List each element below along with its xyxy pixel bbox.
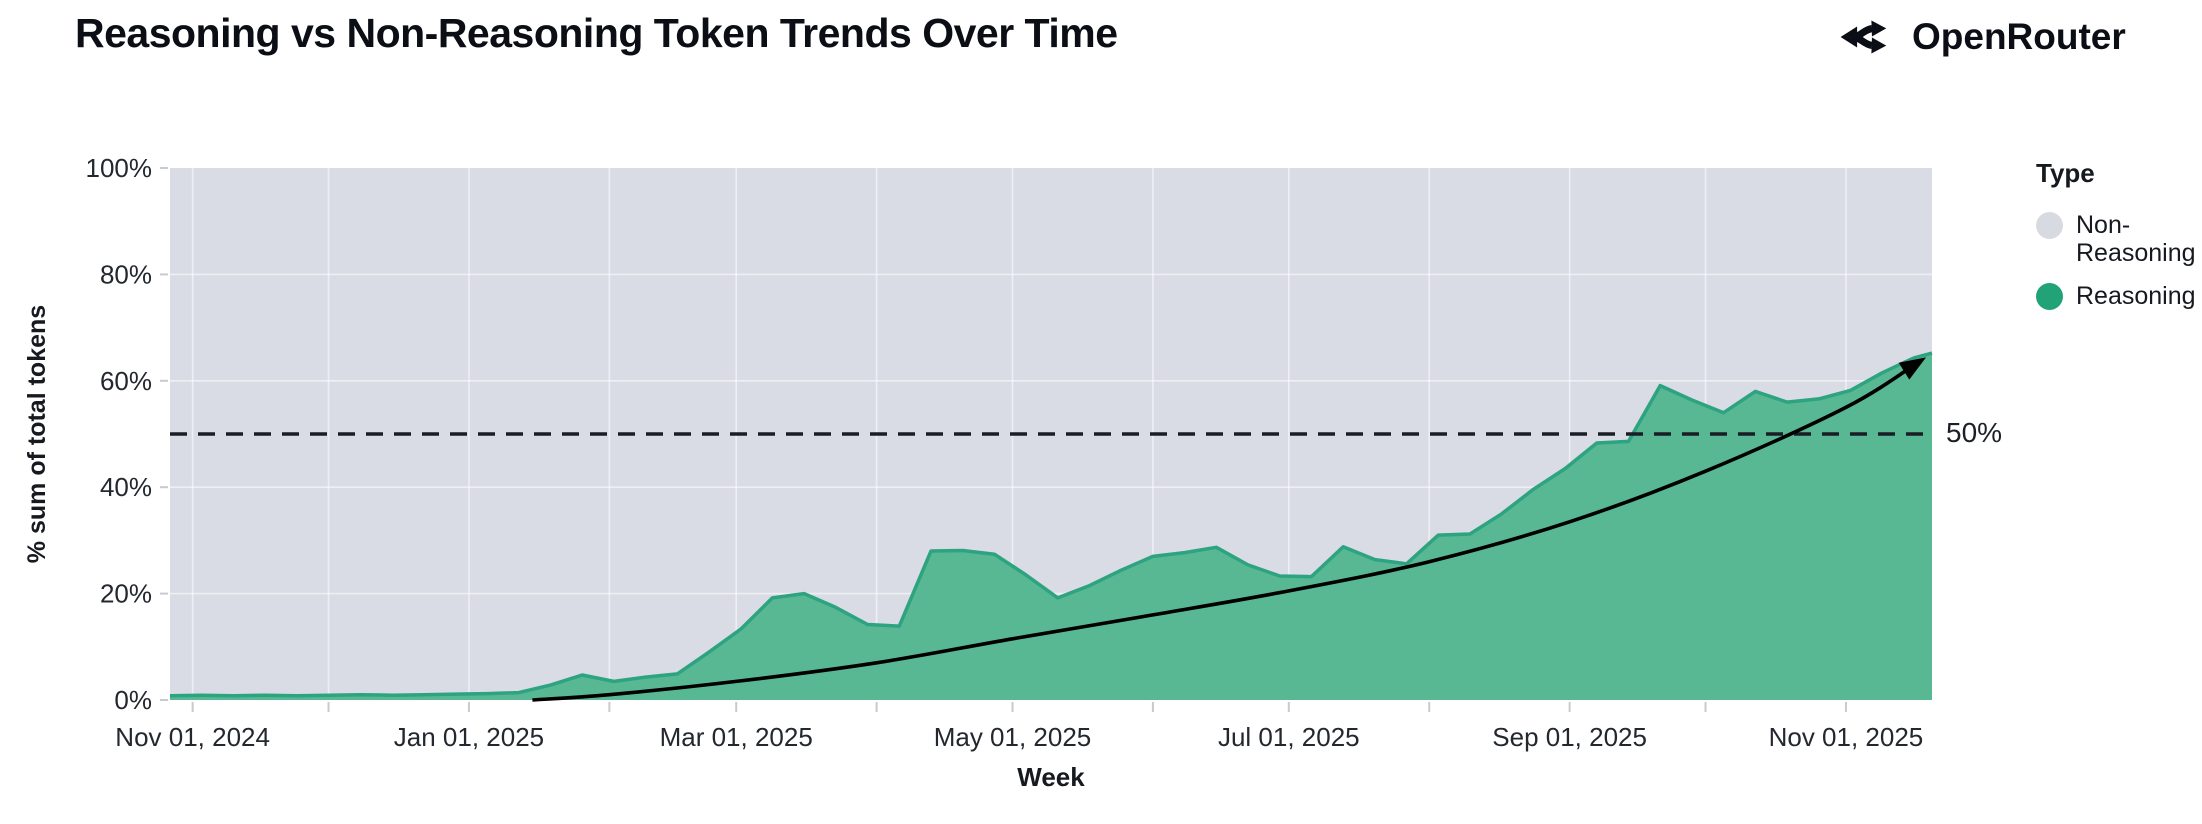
y-tick-label: 20%	[100, 579, 152, 609]
trend-line	[532, 360, 1920, 702]
x-tick-label: Nov 01, 2024	[115, 722, 270, 752]
x-tick-label: Jul 01, 2025	[1218, 722, 1360, 752]
y-tick-label: 80%	[100, 259, 152, 289]
x-axis-title: Week	[1017, 762, 1085, 792]
brand-logo: OpenRouter	[1838, 6, 2126, 68]
x-tick-label: May 01, 2025	[934, 722, 1092, 752]
y-tick-label: 40%	[100, 472, 152, 502]
page-title: Reasoning vs Non-Reasoning Token Trends …	[75, 10, 1118, 56]
legend-item-non-reasoning[interactable]: Non-Reasoning	[2036, 211, 2196, 267]
legend-swatch-non-reasoning-icon	[2036, 212, 2063, 239]
legend-swatch-reasoning-icon	[2036, 283, 2063, 310]
legend-label-reasoning: Reasoning	[2076, 282, 2196, 310]
x-tick-label: Nov 01, 2025	[1769, 722, 1924, 752]
brand-name: OpenRouter	[1912, 16, 2126, 57]
y-axis-title: % sum of total tokens	[23, 304, 51, 564]
openrouter-logo-icon	[1840, 20, 1887, 54]
y-tick-label: 100%	[86, 153, 153, 183]
legend-title: Type	[2036, 158, 2095, 188]
legend-item-reasoning[interactable]: Reasoning	[2036, 282, 2196, 310]
trend-arrowhead-icon	[1898, 357, 1927, 380]
x-tick-label: Jan 01, 2025	[394, 722, 544, 752]
x-tick-label: Sep 01, 2025	[1492, 722, 1647, 752]
x-tick-label: Mar 01, 2025	[660, 722, 813, 752]
reasoning-area	[170, 353, 1932, 700]
reference-line-label: 50%	[1946, 417, 2003, 448]
legend-label-non-reasoning: Non-Reasoning	[2076, 211, 2196, 267]
legend: Type Non-Reasoning Reasoning	[2036, 158, 2196, 325]
reasoning-line	[169, 351, 1933, 698]
y-tick-label: 0%	[114, 685, 152, 715]
y-tick-label: 60%	[100, 366, 152, 396]
